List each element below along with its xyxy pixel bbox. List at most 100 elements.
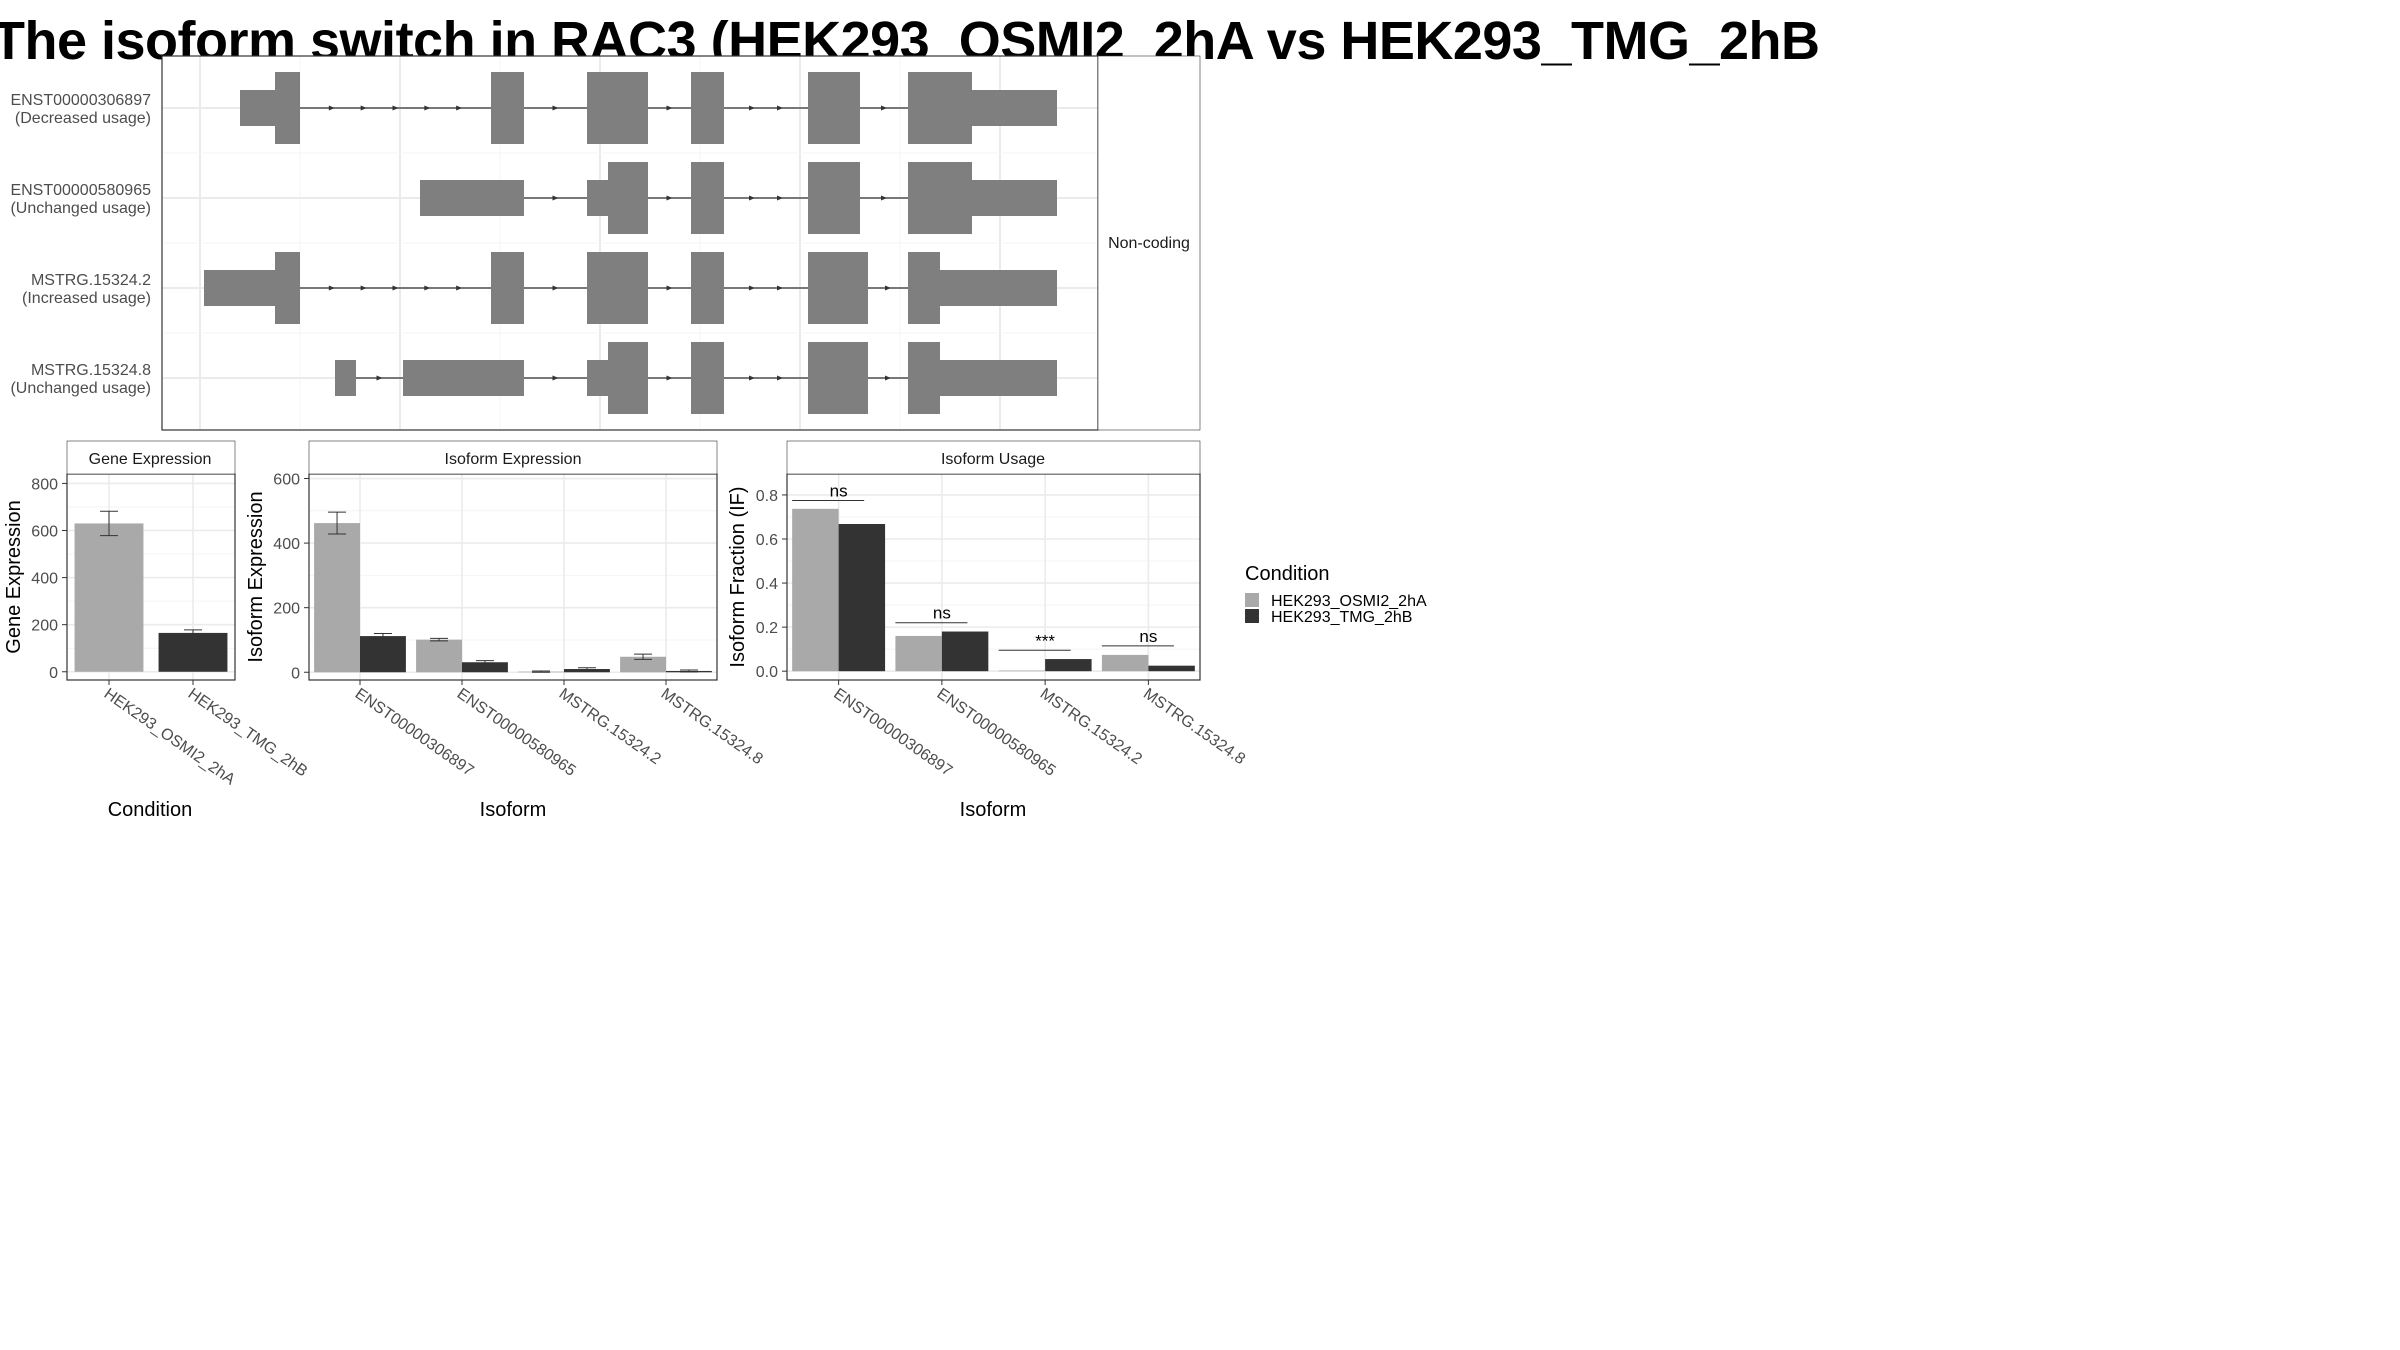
- legend-label: HEK293_TMG_2hB: [1271, 609, 1412, 626]
- bar: [941, 631, 989, 672]
- x-axis-title: Isoform: [480, 799, 547, 821]
- utr-exon: [972, 90, 1057, 126]
- y-tick-label: 0.2: [756, 620, 778, 637]
- bar: [1148, 665, 1195, 672]
- intron-arrow: [552, 195, 559, 201]
- transcript-label: ENST00000306897: [10, 92, 151, 109]
- coding-exon: [908, 72, 972, 144]
- y-axis-title: Isoform Expression: [245, 491, 267, 662]
- coding-status-label: Non-coding: [1108, 235, 1190, 252]
- utr-exon: [587, 180, 608, 216]
- intron-arrow: [424, 105, 431, 111]
- intron-arrow: [392, 105, 399, 111]
- intron-arrow: [456, 285, 463, 291]
- coding-exon: [491, 72, 524, 144]
- legend-swatch: [1245, 609, 1259, 623]
- y-tick-label: 600: [31, 524, 58, 541]
- facet-strip: [66, 440, 236, 475]
- x-axis-title: Isoform: [960, 799, 1027, 821]
- intron-arrow: [552, 375, 559, 381]
- intron-arrow: [777, 195, 783, 201]
- bar: [158, 632, 228, 672]
- intron-arrow: [885, 285, 891, 291]
- usage-label: (Unchanged usage): [10, 380, 151, 397]
- coding-exon: [608, 162, 648, 234]
- significance-label: ns: [830, 481, 848, 500]
- x-tick-label: MSTRG.15324.8: [1140, 685, 1248, 768]
- intron-arrow: [749, 195, 755, 201]
- bar: [462, 662, 508, 673]
- intron-arrow: [360, 105, 367, 111]
- significance-label: ns: [933, 604, 951, 623]
- transcript-ENST00000580965: [420, 162, 1057, 234]
- intron-arrow: [328, 285, 335, 291]
- intron-arrow: [360, 285, 367, 291]
- bar: [314, 523, 360, 673]
- intron-arrow: [777, 285, 783, 291]
- coding-exon: [808, 72, 860, 144]
- coding-exon: [908, 252, 940, 324]
- intron-arrow: [392, 285, 399, 291]
- legend-swatch: [1245, 593, 1259, 607]
- y-tick-label: 0.8: [756, 488, 778, 505]
- usage-label: (Decreased usage): [15, 110, 151, 127]
- bar: [74, 523, 144, 672]
- transcript-label: MSTRG.15324.2: [31, 272, 151, 289]
- panel-title: Isoform Expression: [445, 451, 582, 468]
- y-tick-label: 800: [31, 476, 58, 493]
- intron-arrow: [552, 105, 559, 111]
- coding-exon: [908, 162, 972, 234]
- panel-title: Gene Expression: [89, 451, 212, 468]
- bar: [895, 635, 942, 672]
- bar: [998, 670, 1046, 672]
- y-tick-label: 0.6: [756, 532, 778, 549]
- y-tick-label: 200: [273, 601, 300, 618]
- utr-exon: [940, 360, 1057, 396]
- y-tick-label: 200: [31, 618, 58, 635]
- intron-arrow: [749, 105, 755, 111]
- bar: [792, 508, 839, 672]
- coding-exon: [491, 252, 524, 324]
- significance-label: ***: [1035, 631, 1055, 650]
- coding-exon: [908, 342, 940, 414]
- transcript-structure-panel: ENST00000306897(Decreased usage) ENST0000…: [10, 55, 1201, 431]
- transcript-MSTRG.15324.2: [204, 252, 1057, 324]
- coding-exon: [691, 162, 724, 234]
- intron-arrow: [881, 105, 887, 111]
- coding-exon: [808, 342, 868, 414]
- coding-exon: [275, 72, 300, 144]
- facet-strip: [308, 440, 718, 475]
- y-axis-title: Gene Expression: [3, 500, 25, 653]
- bar: [838, 524, 886, 672]
- intron-arrow: [666, 195, 673, 201]
- usage-label: (Increased usage): [22, 290, 151, 307]
- y-tick-label: 600: [273, 472, 300, 489]
- utr-exon: [587, 360, 608, 396]
- coding-exon: [691, 252, 724, 324]
- y-axis-title: Isoform Fraction (IF): [727, 486, 749, 667]
- coding-exon: [691, 342, 724, 414]
- transcript-label: ENST00000580965: [10, 182, 151, 199]
- intron-arrow: [328, 105, 335, 111]
- intron-arrow: [777, 105, 783, 111]
- y-tick-label: 400: [273, 536, 300, 553]
- bar: [620, 656, 666, 673]
- coding-exon: [587, 72, 648, 144]
- x-axis-title: Condition: [108, 799, 193, 821]
- intron-arrow: [376, 375, 383, 381]
- y-tick-label: 0: [291, 665, 300, 682]
- gene-expression-panel: Gene Expression0200400600800HEK293_OSMI2…: [3, 440, 310, 821]
- intron-arrow: [666, 285, 673, 291]
- bar: [1045, 659, 1092, 672]
- utr-exon: [403, 360, 524, 396]
- bar: [416, 639, 462, 673]
- legend-label: HEK293_OSMI2_2hA: [1271, 593, 1427, 610]
- intron-arrow: [749, 375, 755, 381]
- y-tick-label: 400: [31, 571, 58, 588]
- intron-arrow: [552, 285, 559, 291]
- y-tick-label: 0.0: [756, 664, 778, 681]
- coding-exon: [808, 252, 868, 324]
- significance-label: ns: [1139, 627, 1157, 646]
